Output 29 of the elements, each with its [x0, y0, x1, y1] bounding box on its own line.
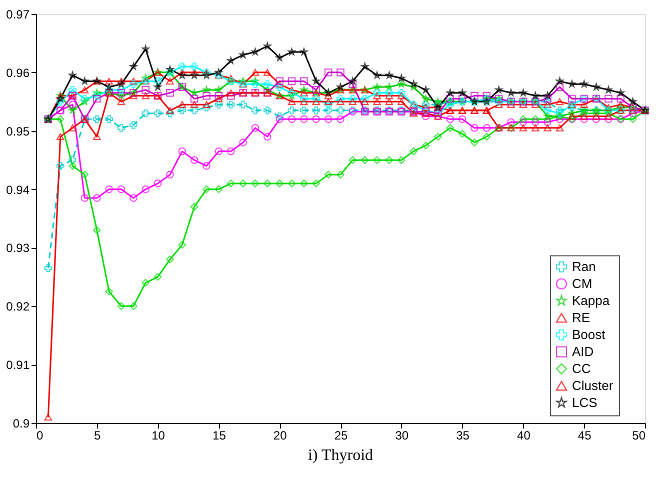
- x-tick-label: 40: [517, 428, 531, 442]
- x-tick-label: 30: [395, 428, 409, 442]
- legend-label: LCS: [572, 394, 598, 410]
- y-tick-label: 0.9: [12, 416, 30, 430]
- legend-label: AID: [572, 344, 594, 359]
- y-tick-label: 0.92: [6, 300, 30, 314]
- x-tick-label: 10: [152, 428, 166, 442]
- legend-label: CC: [572, 360, 591, 376]
- y-tick-label: 0.94: [6, 182, 30, 197]
- y-tick-label: 0.91: [6, 358, 30, 372]
- x-tick-label: 0: [36, 428, 44, 442]
- legend-label: Cluster: [572, 378, 614, 393]
- y-tick-label: 0.97: [6, 8, 30, 22]
- legend-label: CM: [572, 276, 592, 291]
- x-tick-label: 25: [334, 428, 348, 442]
- y-tick-label: 0.93: [6, 241, 30, 256]
- text: i) Thyroid: [308, 447, 374, 464]
- legend-label: Boost: [572, 326, 606, 342]
- x-tick-label: 35: [456, 428, 470, 442]
- x-tick-label: 5: [94, 428, 102, 442]
- x-tick-label: 50: [632, 428, 646, 442]
- x-tick-label: 45: [578, 428, 592, 442]
- legend-label: Ran: [572, 258, 596, 274]
- legend-label: RE: [572, 310, 590, 325]
- x-tick-label: 20: [273, 428, 288, 442]
- x-tick-label: 15: [212, 428, 226, 442]
- legend-label: Kappa: [572, 292, 610, 308]
- y-tick-label: 0.95: [6, 124, 30, 138]
- y-tick-label: 0.96: [6, 66, 30, 80]
